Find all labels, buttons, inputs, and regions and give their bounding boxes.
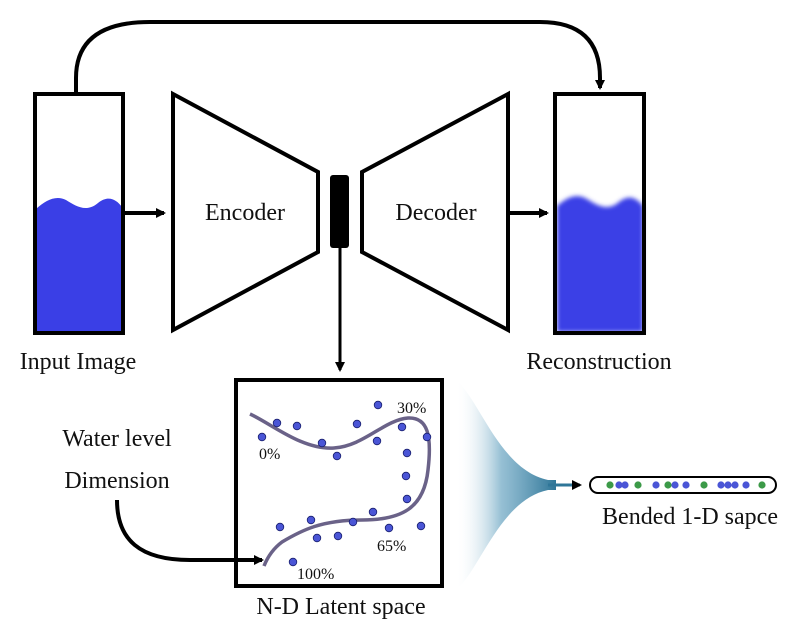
input-image-panel	[33, 92, 125, 335]
pct-30-label: 30%	[397, 400, 426, 417]
one-d-point	[621, 481, 629, 489]
one-d-point	[700, 481, 708, 489]
bended-space-label: Bended 1-D sapce	[602, 504, 778, 530]
latent-point	[292, 421, 302, 431]
one-d-point	[717, 481, 725, 489]
projection-funnel	[456, 380, 556, 590]
latent-point	[272, 418, 282, 428]
reconstruction-panel	[553, 92, 646, 335]
bended-1d-space	[589, 476, 777, 494]
one-d-point	[664, 481, 672, 489]
latent-point	[401, 471, 411, 481]
latent-point	[306, 515, 316, 525]
latent-point	[384, 523, 394, 533]
reconstruction-label: Reconstruction	[526, 349, 671, 375]
latent-point	[373, 400, 383, 410]
latent-manifold-curve	[249, 412, 432, 567]
water-level-dimension-arrow	[115, 499, 264, 565]
water-level-label: Water level	[62, 426, 172, 452]
latent-point	[397, 422, 407, 432]
latent-point	[402, 448, 412, 458]
one-d-point	[742, 481, 750, 489]
latent-point	[312, 533, 322, 543]
latent-point	[257, 432, 267, 442]
one-d-point	[724, 481, 732, 489]
decoder-label: Decoder	[395, 200, 476, 226]
skip-connection-arrow	[74, 20, 605, 93]
pct-65-label: 65%	[377, 538, 406, 555]
one-d-point	[758, 481, 766, 489]
decoder-block	[360, 90, 510, 334]
reconstruction-water-fill	[557, 196, 643, 332]
one-d-point	[606, 481, 614, 489]
encoder-block	[171, 90, 320, 334]
latent-point	[275, 522, 285, 532]
one-d-point	[682, 481, 690, 489]
latent-point	[348, 517, 358, 527]
one-d-point	[634, 481, 642, 489]
latent-point	[317, 438, 327, 448]
latent-point	[416, 521, 426, 531]
pct-100-label: 100%	[297, 566, 334, 583]
pct-0-label: 0%	[259, 446, 280, 463]
dimension-label: Dimension	[64, 468, 169, 494]
latent-points	[257, 400, 432, 567]
encoder-label: Encoder	[205, 200, 285, 226]
one-d-point	[671, 481, 679, 489]
latent-point	[352, 419, 362, 429]
input-image-label: Input Image	[20, 349, 137, 375]
one-d-point	[652, 481, 660, 489]
latent-point	[288, 557, 298, 567]
latent-point	[422, 432, 432, 442]
latent-point	[402, 494, 412, 504]
latent-point	[372, 436, 382, 446]
one-d-point	[615, 481, 623, 489]
latent-point	[332, 451, 342, 461]
input-water-fill	[36, 198, 122, 332]
latent-point	[333, 531, 343, 541]
one-d-point	[731, 481, 739, 489]
bottleneck-block	[330, 175, 349, 248]
latent-point	[368, 507, 378, 517]
latent-space-label: N-D Latent space	[256, 594, 425, 620]
